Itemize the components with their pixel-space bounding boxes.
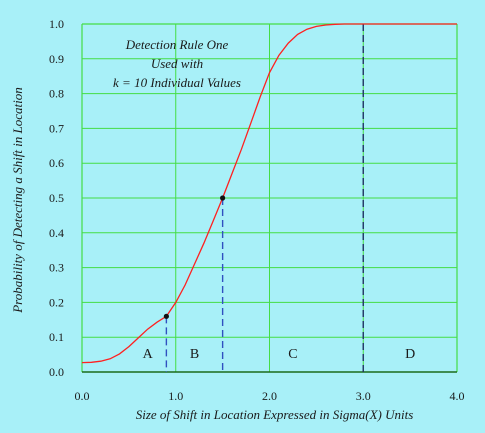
annotation-line-1: Detection Rule One <box>125 37 229 52</box>
region-label: D <box>405 347 415 362</box>
region-label: C <box>288 347 297 362</box>
curve-markers <box>163 195 226 319</box>
region-label: B <box>190 347 199 362</box>
x-tick-label: 3.0 <box>356 389 371 403</box>
probability-curve <box>81 23 457 364</box>
x-axis-title: Size of Shift in Location Expressed in S… <box>136 407 414 422</box>
curve-point-marker <box>163 313 169 319</box>
y-tick-label: 0.9 <box>49 52 64 66</box>
reference-lines <box>165 24 364 372</box>
curve-point-marker <box>220 195 226 201</box>
x-tick-labels: 0.0 1.0 2.0 3.0 4.0 <box>75 389 465 403</box>
y-tick-label: 0.4 <box>49 226 64 240</box>
y-tick-label: 0.7 <box>49 121 64 135</box>
y-tick-label: 0.3 <box>49 261 64 275</box>
x-tick-label: 0.0 <box>75 389 90 403</box>
x-tick-label: 4.0 <box>450 389 465 403</box>
y-tick-label: 0.2 <box>49 295 64 309</box>
y-tick-label: 0.5 <box>49 191 64 205</box>
y-axis-title: Probability of Detecting a Shift in Loca… <box>10 87 25 314</box>
x-tick-label: 1.0 <box>168 389 183 403</box>
x-tick-label: 2.0 <box>262 389 277 403</box>
y-tick-labels: 0.0 0.1 0.2 0.3 0.4 0.5 0.6 0.7 0.8 0.9 1.0 <box>49 17 64 379</box>
y-tick-label: 0.8 <box>49 87 64 101</box>
y-tick-label: 0.6 <box>49 156 64 170</box>
y-tick-label: 0.1 <box>49 330 64 344</box>
y-tick-label: 1.0 <box>49 17 64 31</box>
y-tick-label: 0.0 <box>49 365 64 379</box>
annotation-line-2: Used with <box>151 56 203 71</box>
region-labels: A B C D <box>143 347 416 362</box>
annotation-line-3: k = 10 Individual Values <box>113 75 241 90</box>
region-label: A <box>143 347 154 362</box>
